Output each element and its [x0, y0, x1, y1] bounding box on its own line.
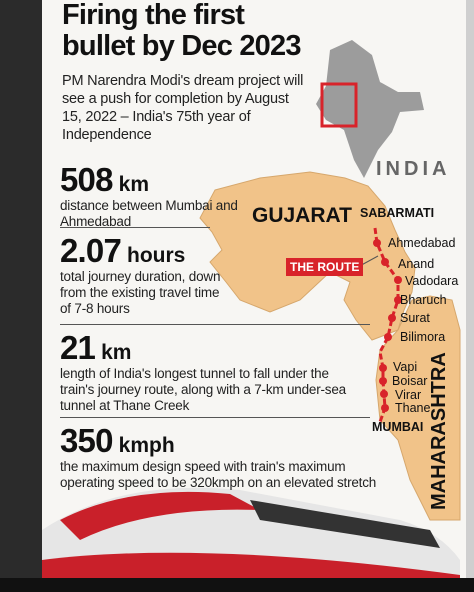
station-dot	[394, 296, 402, 304]
gujarat-shape	[199, 171, 416, 341]
station-dot	[394, 276, 402, 284]
stat-heading: 350 kmph	[60, 423, 380, 459]
stat-unit: kmph	[118, 434, 175, 457]
stat-heading: 21 km	[60, 330, 360, 366]
stat-value: 508	[60, 161, 113, 198]
station-label: Bilimora	[400, 330, 446, 344]
title-line: bullet by Dec 2023	[62, 30, 301, 62]
station-dot	[379, 377, 387, 385]
train-nose	[60, 491, 260, 540]
state-label: GUJARAT	[252, 204, 352, 227]
station-label: Boisar	[392, 374, 428, 388]
stat-value: 21	[60, 329, 96, 366]
station-label: Vapi	[393, 360, 418, 374]
station-dot	[381, 258, 389, 266]
title-line: Firing the first	[62, 0, 245, 31]
station-label: SABARMATI	[360, 206, 435, 220]
stat-unit: hours	[127, 244, 186, 267]
station-label: MUMBAI	[372, 420, 424, 434]
bottom-border	[0, 578, 474, 592]
india-inset	[316, 40, 424, 178]
country-label: INDIA	[376, 158, 451, 180]
stat-unit: km	[101, 341, 132, 364]
stat: 350 kmph the maximum design speed with tra…	[60, 423, 380, 491]
separator	[60, 227, 210, 228]
stat-heading: 508 km	[60, 162, 260, 198]
station-label: Surat	[400, 311, 430, 325]
stat: 508 km distance between Mumbai and Ahmedab…	[60, 162, 260, 230]
station-dot	[380, 390, 388, 398]
stat-unit: km	[118, 173, 150, 196]
train-windows	[250, 500, 440, 548]
separator	[60, 324, 370, 325]
station-dot	[384, 333, 392, 341]
stat: 2.07 hours total journey duration, down fr…	[60, 233, 230, 317]
station-dot	[388, 314, 396, 322]
stat-description: length of India's longest tunnel to fall…	[60, 366, 346, 413]
stat-description: distance between Mumbai and Ahmedabad	[60, 198, 238, 229]
station-label: Bharuch	[400, 293, 447, 307]
station-label: Vadodara	[405, 274, 459, 288]
separator	[60, 417, 370, 418]
left-border	[0, 0, 42, 592]
title: Firing the first bullet by Dec 2023	[62, 0, 301, 62]
station-label: Virar	[395, 388, 422, 402]
stat-description: total journey duration, down from the ex…	[60, 269, 221, 316]
right-border	[466, 0, 474, 592]
station-dot	[379, 364, 387, 372]
maharashtra-shape	[375, 295, 461, 521]
stat-description: the maximum design speed with train's ma…	[60, 459, 377, 490]
intro: PM Narendra Modi's dream project will se…	[62, 73, 304, 143]
stat: 21 km length of India's longest tunnel to …	[60, 330, 360, 414]
route-label: THE ROUTE	[286, 258, 364, 276]
station-label: Anand	[398, 257, 435, 271]
station-dot	[381, 404, 389, 412]
station-label: Ahmedabad	[388, 236, 456, 250]
stat-value: 350	[60, 422, 113, 459]
stat-heading: 2.07 hours	[60, 233, 230, 269]
station-dot	[373, 239, 381, 247]
state-label: MAHARASHTRA	[428, 352, 450, 510]
station-label: Thane	[395, 401, 431, 415]
stat-value: 2.07	[60, 232, 122, 269]
inset-highlight	[320, 82, 358, 128]
